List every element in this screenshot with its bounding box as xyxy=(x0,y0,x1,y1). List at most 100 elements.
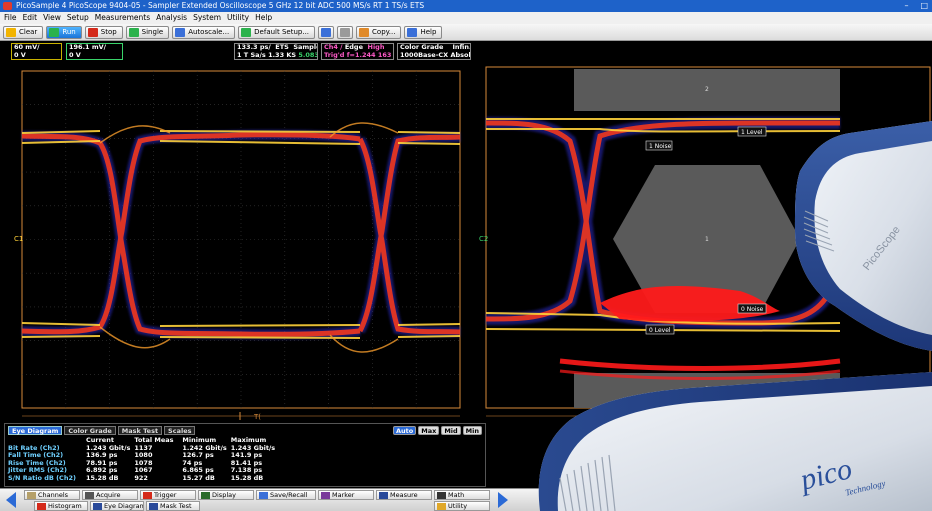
mode-max-button[interactable]: Max xyxy=(418,426,440,435)
stop-label: Stop xyxy=(100,28,117,36)
time-axis-marker: T( xyxy=(22,412,460,421)
ch1-marker[interactable]: C1 xyxy=(14,235,23,243)
mask-standard: 1000Base-CX Absolute xyxy=(400,50,471,59)
menu-setup[interactable]: Setup xyxy=(66,13,89,22)
mode-min-button[interactable]: Min xyxy=(462,426,482,435)
scroll-left-arrow-icon[interactable] xyxy=(4,490,18,510)
annotation-zero-noise: 0 Noise xyxy=(741,306,764,313)
scroll-right-arrow-icon[interactable] xyxy=(496,490,510,510)
table-row[interactable]: S/N Ratio dB (Ch2) 15.28 dB 922 15.27 dB… xyxy=(8,473,279,483)
measurement-maximum: 81.41 ps xyxy=(230,458,263,467)
copy-button[interactable]: Copy... xyxy=(356,25,402,39)
measure-icon xyxy=(379,492,388,499)
table-header: Current xyxy=(86,436,114,444)
menu-edit[interactable]: Edit xyxy=(22,13,38,22)
trigger-source: Ch4 / xyxy=(324,43,343,51)
stop-icon xyxy=(87,27,98,37)
menu-view[interactable]: View xyxy=(43,13,61,22)
ch2-marker[interactable]: C2 xyxy=(479,235,488,243)
trigger-button[interactable]: Trigger xyxy=(140,490,196,500)
save-recall-label: Save/Recall xyxy=(270,491,308,499)
measurement-count: 1137 xyxy=(134,443,153,452)
table-row[interactable]: Jitter RMS (Ch2) 6.892 ps 1067 6.865 ps … xyxy=(8,466,279,475)
mask-label-top: 2 xyxy=(705,86,709,93)
title-bar: PicoSample 4 PicoScope 9404-05 - Sampler… xyxy=(0,0,932,12)
table-header-row: Current Total Meas Minimum Maximum xyxy=(8,436,279,445)
ch1-readout[interactable]: 60 mV/ 0 V xyxy=(11,43,62,60)
channels-button[interactable]: Channels xyxy=(24,490,80,500)
undo-icon xyxy=(321,27,332,37)
acquire-label: Acquire xyxy=(96,491,121,499)
mask-label-center: 1 xyxy=(705,236,709,243)
single-button[interactable]: Single xyxy=(125,25,170,39)
record-length: 1.33 KS xyxy=(268,50,297,59)
marker-button[interactable]: Marker xyxy=(318,490,374,500)
save-recall-button[interactable]: Save/Recall xyxy=(256,490,316,500)
stop-button[interactable]: Stop xyxy=(84,25,123,39)
table-row[interactable]: Rise Time (Ch2) 78.91 ps 1078 74 ps 81.4… xyxy=(8,458,279,468)
clear-label: Clear xyxy=(19,28,38,36)
measure-label: Measure xyxy=(390,491,418,499)
menu-measurements[interactable]: Measurements xyxy=(94,13,151,22)
time-marker-label: T( xyxy=(253,413,261,421)
tab-color-grade[interactable]: Color Grade xyxy=(64,426,116,435)
maximize-button[interactable]: □ xyxy=(920,1,928,10)
tab-mask-test[interactable]: Mask Test xyxy=(117,426,163,435)
measurement-current: 78.91 ps xyxy=(86,458,118,467)
timebase-readout[interactable]: 133.3 ps/ ETS Sample 1 T Sa/s 1.33 KS 5.… xyxy=(234,43,318,60)
autoscale-button[interactable]: Autoscale... xyxy=(172,25,236,39)
save-icon xyxy=(259,492,268,499)
tab-eye-diagram[interactable]: Eye Diagram xyxy=(8,426,63,435)
trigger-level: High xyxy=(367,43,385,51)
ch2-readout[interactable]: 196.1 mV/ 0 V xyxy=(66,43,123,60)
single-icon xyxy=(128,27,139,37)
measurements-table: Current Total Meas Minimum Maximum Bit R… xyxy=(8,436,279,483)
table-row[interactable]: Fall Time (Ch2) 136.9 ps 1080 126.7 ps 1… xyxy=(8,451,279,460)
measurement-maximum: 7.138 ps xyxy=(230,466,263,474)
menu-help[interactable]: Help xyxy=(255,13,273,22)
measurement-minimum: 74 ps xyxy=(182,458,203,467)
default-setup-label: Default Setup... xyxy=(254,28,310,36)
ch1-offset: 0 V xyxy=(14,50,26,59)
display-button[interactable]: Display xyxy=(198,490,254,500)
measurement-maximum: 1.243 Gbit/s xyxy=(230,443,276,452)
tab-scales[interactable]: Scales xyxy=(164,426,196,435)
table-row[interactable]: Bit Rate (Ch2) 1.243 Gbit/s 1137 1.242 G… xyxy=(8,443,279,453)
mode-mid-button[interactable]: Mid xyxy=(441,426,461,435)
colorgrade-readout[interactable]: Color Grade Infin. 1000Base-CX Absolute xyxy=(397,43,471,60)
minimize-button[interactable]: – xyxy=(904,1,909,10)
utility-icon xyxy=(437,503,446,510)
clear-button[interactable]: Clear xyxy=(3,25,44,39)
menu-file[interactable]: File xyxy=(4,13,17,22)
mask-region-center xyxy=(613,165,800,313)
utility-label: Utility xyxy=(448,502,468,510)
default-setup-button[interactable]: Default Setup... xyxy=(238,25,316,39)
display-mode: Color Grade xyxy=(400,43,444,51)
annotation-one-level: 1 Level xyxy=(741,129,763,136)
autoscale-icon xyxy=(175,27,186,37)
play-icon xyxy=(49,27,60,37)
autoscale-label: Autoscale... xyxy=(188,28,230,36)
measurement-minimum: 15.27 dB xyxy=(182,473,215,482)
redo-button[interactable] xyxy=(337,25,354,39)
measurement-name: Jitter RMS (Ch2) xyxy=(8,466,68,474)
copy-label: Copy... xyxy=(372,28,396,36)
acquisition-mode: Sample xyxy=(293,43,318,51)
menu-utility[interactable]: Utility xyxy=(227,13,250,22)
menu-analysis[interactable]: Analysis xyxy=(156,13,188,22)
acquire-button[interactable]: Acquire xyxy=(82,490,138,500)
marker-icon xyxy=(321,492,330,499)
trigger-readout[interactable]: Ch4 / Edge High Trig'd f=1.244 163 GHz xyxy=(321,43,394,60)
mode-auto-button[interactable]: Auto xyxy=(393,426,417,435)
measure-button[interactable]: Measure xyxy=(376,490,432,500)
mask-violation xyxy=(600,286,780,322)
help-button[interactable]: Help xyxy=(404,25,443,39)
measurement-name: Bit Rate (Ch2) xyxy=(8,443,60,452)
run-button[interactable]: Run xyxy=(46,25,82,39)
measurement-minimum: 6.865 ps xyxy=(182,466,214,474)
menu-system[interactable]: System xyxy=(193,13,222,22)
undo-button[interactable] xyxy=(318,25,335,39)
table-header: Total Meas xyxy=(134,436,174,444)
eye-diagram-label: Eye Diagram xyxy=(104,502,144,510)
math-button[interactable]: Math xyxy=(434,490,490,500)
